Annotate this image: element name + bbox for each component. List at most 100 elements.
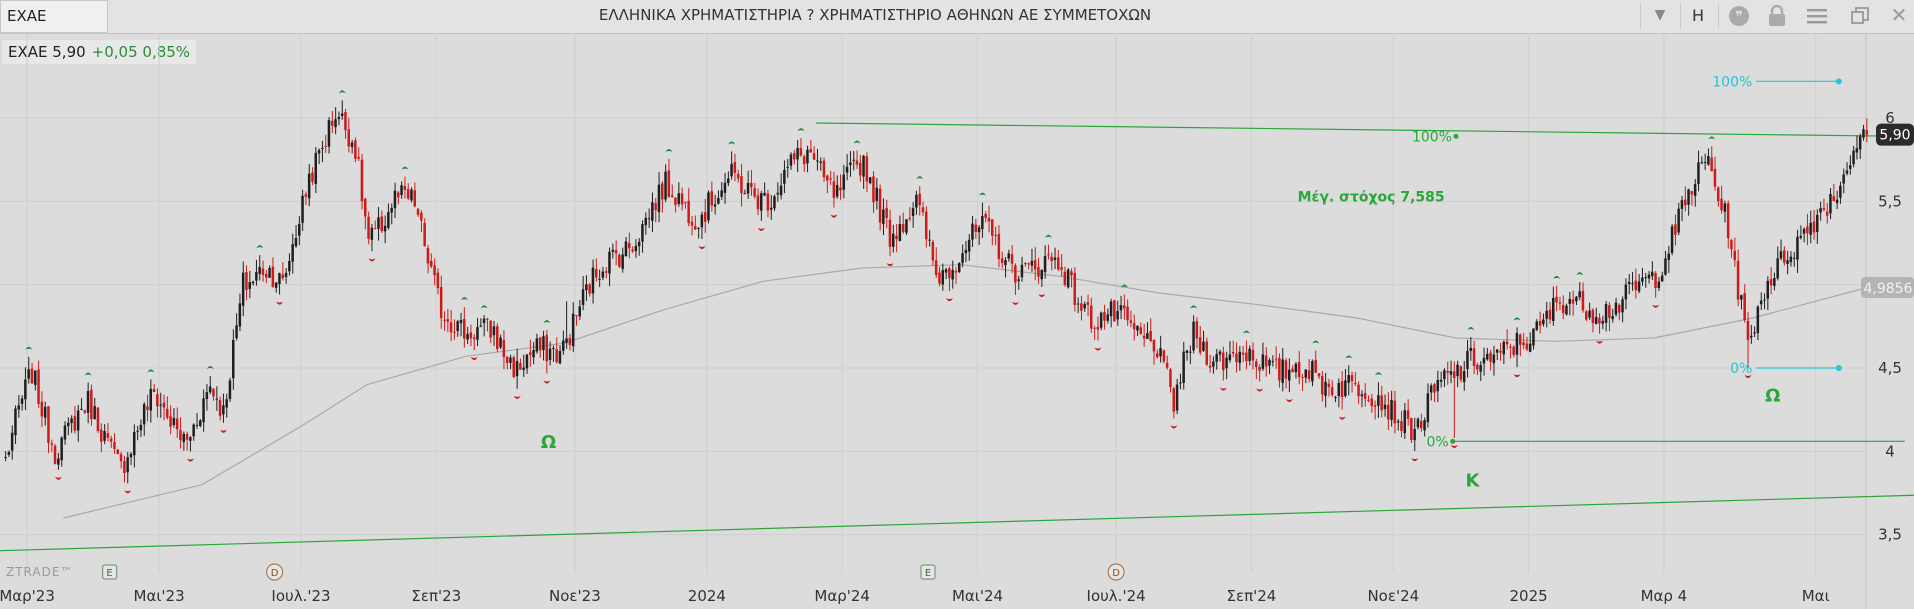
candle-up (1106, 314, 1109, 321)
candle-down (687, 200, 690, 224)
candle-up (1651, 271, 1654, 277)
candle-down (690, 221, 694, 226)
candle-up (1324, 381, 1327, 396)
candle-up (915, 194, 918, 208)
candle-down (100, 429, 103, 442)
candle-up (1360, 394, 1364, 397)
candle-down (1380, 395, 1383, 411)
candle-down (1489, 352, 1492, 362)
candle-up (647, 218, 651, 220)
period-button[interactable]: H (1691, 6, 1705, 25)
candle-up (1528, 343, 1532, 352)
candle-up (199, 420, 202, 426)
candle-down (809, 149, 812, 153)
candle-down (1037, 267, 1040, 277)
candle-down (1245, 352, 1248, 362)
symbol-input[interactable]: EXAE (0, 0, 108, 33)
candle-up (274, 282, 278, 288)
candle-up (126, 457, 129, 473)
candle-down (175, 418, 179, 430)
pivot-high-marker (978, 192, 986, 196)
candle-up (24, 379, 27, 400)
candle-down (1264, 355, 1268, 367)
candle-up (779, 185, 783, 196)
candle-up (1020, 264, 1024, 278)
candle-down (703, 212, 707, 222)
fib-level-label: 100% (1712, 74, 1752, 90)
restore-icon[interactable] (1845, 0, 1875, 33)
candle-up (387, 212, 390, 228)
candle-down (354, 140, 357, 159)
candle-up (585, 284, 588, 291)
candle-up (1532, 328, 1535, 346)
candle-down (1509, 346, 1512, 348)
pivot-low-marker (470, 357, 478, 361)
lock-icon[interactable] (1762, 0, 1792, 33)
candle-up (202, 398, 205, 423)
candle-up (905, 219, 908, 233)
candle-up (713, 204, 717, 207)
candle-up (139, 424, 143, 431)
candle-down (1149, 330, 1152, 341)
candle-down (1505, 341, 1509, 345)
candle-down (1357, 384, 1360, 397)
candle-down (1363, 393, 1367, 399)
candle-up (1816, 214, 1819, 232)
candle-up (1799, 235, 1802, 238)
candle-down (426, 247, 430, 264)
chevron-down-icon[interactable]: ▼ (1654, 7, 1666, 23)
candle-up (1601, 320, 1604, 324)
candle-up (911, 208, 915, 216)
candle-up (1644, 277, 1647, 279)
candle-up (1796, 236, 1799, 260)
candle-up (57, 458, 60, 465)
pivot-low-marker (945, 298, 953, 302)
pivot-low-marker (186, 458, 194, 462)
x-axis: Μαρ'23 Μαι'23 Ιουλ.'23 Σεπ'23 Νοε'23 2024 Μαρ'… (0, 587, 1830, 605)
candle-down (1598, 317, 1601, 324)
candle-up (700, 214, 704, 228)
candle-down (40, 401, 44, 417)
candle-down (185, 434, 189, 440)
candle-up (251, 281, 255, 284)
candle-up (852, 159, 855, 161)
candle-down (123, 461, 126, 473)
candle-up (1449, 371, 1453, 375)
candle-up (1175, 384, 1179, 411)
candle-up (571, 313, 575, 347)
candle-up (1756, 306, 1760, 333)
candle-up (43, 406, 47, 418)
y-tick-label: 4 (1885, 442, 1895, 460)
candle-up (578, 306, 581, 317)
candle-down (423, 223, 426, 247)
candle-down (1014, 265, 1017, 283)
candle-down (987, 217, 991, 222)
candle-up (1763, 299, 1766, 301)
close-icon[interactable]: ✕ (1890, 3, 1908, 27)
candle-up (1542, 319, 1545, 325)
pivot-high-marker (460, 297, 468, 301)
candle-down (90, 389, 93, 419)
candle-down (925, 211, 928, 240)
candle-down (413, 190, 416, 207)
candle-down (311, 172, 314, 182)
candle-down (1812, 221, 1816, 233)
pivot-low-marker (1285, 398, 1293, 402)
candle-up (1377, 395, 1380, 406)
fib-level-label: 0% (1426, 434, 1448, 450)
menu-icon[interactable] (1802, 0, 1832, 33)
chat-icon[interactable]: ❞ (1724, 0, 1754, 33)
candle-up (971, 223, 974, 240)
candle-up (459, 319, 463, 324)
candle-down (901, 224, 905, 232)
candle-up (875, 187, 878, 201)
candle-up (1146, 333, 1149, 339)
trend-line (815, 122, 1905, 137)
candle-down (73, 416, 77, 431)
candle-up (1641, 277, 1644, 282)
candle-down (83, 410, 86, 413)
candle-up (14, 408, 17, 436)
candle-up (1403, 410, 1406, 434)
candle-down (1522, 342, 1525, 346)
